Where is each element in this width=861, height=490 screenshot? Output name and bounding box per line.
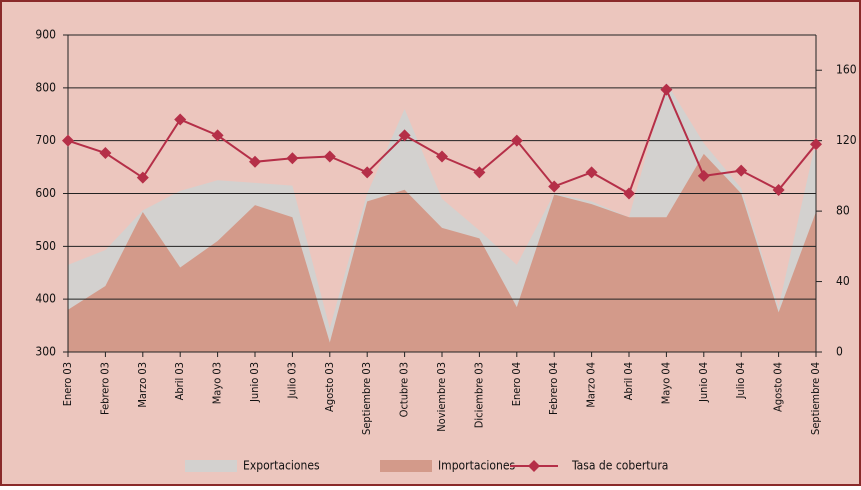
x-tick-label: Julio 04 — [734, 362, 747, 399]
y-tick-label: 900 — [35, 28, 56, 42]
marker — [136, 171, 149, 184]
y-tick-label: 400 — [35, 292, 56, 306]
y-tick-label: 800 — [35, 80, 56, 94]
marker — [174, 113, 187, 126]
x-tick-label: Diciembre 03 — [472, 362, 485, 428]
legend-swatch — [380, 460, 432, 472]
marker — [585, 166, 598, 179]
legend-label: Importaciones — [438, 459, 515, 473]
marker — [810, 138, 822, 151]
marker — [735, 164, 748, 177]
x-tick-label: Agosto 03 — [323, 362, 336, 412]
y-tick-label: 300 — [35, 345, 56, 359]
x-tick-label: Julio 03 — [285, 362, 298, 399]
marker — [286, 152, 299, 165]
marker — [548, 180, 561, 193]
x-tick-label: Marzo 04 — [585, 362, 598, 408]
x-tick-label: Enero 03 — [61, 362, 74, 406]
x-tick-label: Mayo 03 — [211, 362, 224, 404]
marker — [361, 166, 374, 179]
x-tick-label: Abril 03 — [173, 362, 186, 400]
marker — [398, 129, 411, 142]
y2-tick-label: 40 — [836, 274, 850, 288]
x-tick-label: Agosto 04 — [772, 362, 785, 412]
y2-tick-label: 80 — [836, 204, 850, 218]
y-tick-label: 700 — [35, 133, 56, 147]
legend-swatch — [185, 460, 237, 472]
x-tick-label: Mayo 04 — [659, 362, 672, 404]
marker — [660, 83, 673, 96]
marker — [510, 134, 523, 147]
area — [68, 153, 816, 352]
x-tick-label: Abril 04 — [622, 362, 635, 400]
y2-tick-label: 120 — [836, 133, 857, 147]
marker — [623, 187, 635, 200]
marker — [436, 150, 448, 163]
x-tick-label: Junio 03 — [248, 362, 261, 403]
y-tick-label: 600 — [35, 186, 56, 200]
marker — [99, 146, 112, 159]
y2-tick-label: 160 — [836, 63, 857, 77]
marker — [62, 134, 74, 147]
x-tick-label: Febrero 03 — [98, 362, 111, 415]
marker — [323, 150, 336, 163]
x-tick-label: Septiembre 04 — [809, 362, 822, 435]
y2-tick-label: 0 — [836, 345, 843, 359]
legend-marker — [528, 460, 540, 472]
x-tick-label: Septiembre 03 — [360, 362, 373, 435]
x-tick-label: Marzo 03 — [136, 362, 149, 408]
x-tick-label: Noviembre 03 — [435, 362, 448, 432]
marker — [772, 183, 785, 196]
legend-label: Tasa de cobertura — [571, 459, 668, 473]
marker — [249, 155, 261, 168]
marker — [697, 169, 710, 182]
marker — [211, 129, 224, 142]
y-tick-label: 500 — [35, 239, 56, 253]
x-tick-label: Enero 04 — [510, 362, 523, 406]
marker — [473, 166, 486, 179]
x-tick-label: Junio 04 — [697, 362, 710, 403]
x-tick-label: Febrero 04 — [547, 362, 560, 415]
x-tick-label: Octubre 03 — [398, 362, 411, 417]
legend-label: Exportaciones — [243, 459, 320, 473]
